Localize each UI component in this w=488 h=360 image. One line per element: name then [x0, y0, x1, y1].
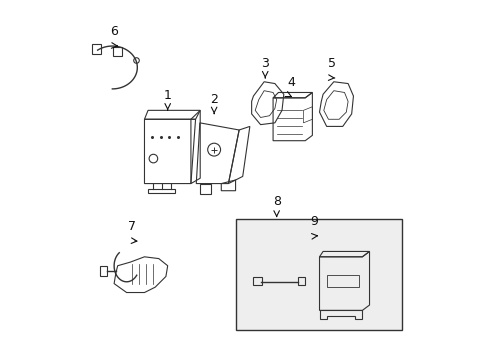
Text: 1: 1 — [163, 89, 171, 102]
Text: 4: 4 — [286, 76, 294, 89]
Text: 2: 2 — [210, 93, 218, 106]
Text: 7: 7 — [128, 220, 136, 233]
Text: 3: 3 — [261, 57, 268, 70]
Text: 5: 5 — [327, 57, 335, 70]
Text: 9: 9 — [309, 215, 318, 228]
FancyBboxPatch shape — [235, 219, 401, 330]
Text: 8: 8 — [272, 195, 280, 208]
Text: 6: 6 — [110, 25, 118, 38]
